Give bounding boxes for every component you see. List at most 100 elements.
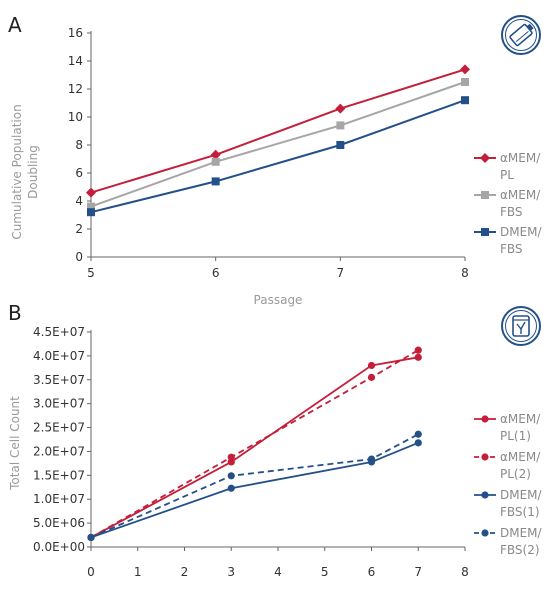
data-point-a-2: [336, 121, 345, 130]
legend-label-b: FBS(2): [500, 543, 540, 557]
x-tick-label-a: 5: [87, 266, 95, 280]
y-tick-label-b: 0.0E+00: [33, 540, 85, 554]
y-tick-label-a: 0: [75, 250, 83, 264]
legend-label-b: αMEM/: [500, 412, 541, 426]
x-tick-label-b: 2: [181, 565, 189, 579]
y-tick-label-a: 8: [75, 138, 83, 152]
y-tick-label-b: 3.5E+07: [33, 373, 85, 387]
x-tick-label-b: 8: [461, 565, 469, 579]
x-tick-label-b: 1: [134, 565, 142, 579]
panel-a-label: A: [8, 13, 22, 37]
y-tick-label-b: 4.5E+07: [33, 325, 85, 339]
legend-marker-a: [481, 228, 489, 236]
y-tick-label-b: 5.0E+06: [33, 516, 85, 530]
bioreactor-icon: [501, 15, 541, 55]
y-tick-label-a: 10: [68, 110, 83, 124]
data-point-b-4: [227, 472, 235, 480]
y-axis-label-a-line-2: Doubling: [26, 145, 40, 199]
y-tick-label-b: 2.5E+07: [33, 421, 85, 435]
series-line-a-1: [90, 68, 466, 194]
plot-area-b: [87, 346, 422, 542]
data-point-a-3: [461, 96, 469, 105]
panel-b-label: B: [8, 301, 22, 325]
x-tick-label-b: 6: [368, 565, 376, 579]
panel-a: A 0 2 4 6 8 10 12 14 16 5 6 7 8 Cumulative Populatio…: [8, 13, 543, 307]
legend-label-b: PL(1): [500, 429, 531, 443]
data-point-a-3: [336, 141, 345, 149]
y-tick-label-a: 12: [68, 82, 83, 96]
legend-label-b: FBS(1): [500, 505, 540, 519]
x-tick-label-b: 7: [414, 565, 422, 579]
y-tick-label-b: 1.0E+07: [33, 492, 85, 506]
x-tick-label-a: 6: [212, 266, 220, 280]
legend-label-b: DMEM/: [500, 526, 543, 540]
panel-b: B 0.0E+00 5.0E+06 1.0E+07 1.5E+07 2.0E+07 2.5…: [8, 301, 543, 579]
axes-a: 0 2 4 6 8 10 12 14 16 5 6 7 8: [68, 26, 469, 280]
x-tick-label-b: 3: [227, 565, 235, 579]
legend-b: αMEM/PL(1) αMEM/PL(2) DMEM/FBS(1) DMEM/FBS(…: [474, 412, 543, 557]
data-point-b-2: [227, 453, 235, 461]
series-line-a-3: [90, 99, 466, 214]
legend-label-a: αMEM/: [500, 151, 541, 165]
series-line-b-4: [90, 433, 419, 539]
y-tick-label-b: 4.0E+07: [33, 349, 85, 363]
x-axis-label-a: Passage: [254, 293, 303, 307]
data-point-a-1: [210, 149, 221, 160]
legend-label-b: DMEM/: [500, 488, 543, 502]
cell-culture-icon: [501, 306, 541, 346]
data-point-b-2: [414, 346, 422, 354]
x-tick-label-a: 7: [337, 266, 345, 280]
legend-label-b: PL(2): [500, 467, 531, 481]
data-point-b-2: [367, 373, 376, 381]
data-point-a-1: [460, 64, 470, 75]
data-point-a-1: [86, 187, 96, 198]
y-tick-label-a: 2: [75, 222, 83, 236]
y-tick-label-b: 3.0E+07: [33, 397, 85, 411]
legend-marker-a: [481, 191, 489, 199]
series-line-b-3: [90, 442, 419, 539]
y-tick-label-a: 4: [75, 194, 83, 208]
y-tick-label-a: 6: [75, 166, 83, 180]
data-point-b-3: [414, 439, 422, 447]
legend-marker-b: [481, 453, 489, 461]
legend-label-a: FBS: [500, 242, 523, 256]
series-line-b-1: [90, 356, 419, 539]
x-tick-label-b: 4: [274, 565, 282, 579]
y-tick-label-b: 1.5E+07: [33, 468, 85, 482]
y-tick-label-a: 14: [68, 54, 83, 68]
y-tick-label-a: 16: [68, 26, 83, 40]
series-line-b-2: [90, 349, 419, 539]
data-point-a-3: [211, 177, 220, 186]
legend-label-a: αMEM/: [500, 188, 541, 202]
data-point-b-4: [414, 430, 422, 438]
data-point-a-2: [461, 78, 469, 86]
x-tick-label-a: 8: [461, 266, 469, 280]
y-tick-label-b: 2.0E+07: [33, 444, 85, 458]
x-tick-label-b: 5: [321, 565, 329, 579]
legend-marker-b: [481, 491, 489, 499]
data-point-b-4: [87, 533, 95, 542]
axes-b: 0.0E+00 5.0E+06 1.0E+07 1.5E+07 2.0E+07 2.5E+…: [33, 325, 469, 579]
legend-marker-b: [481, 415, 489, 423]
x-tick-label-b: 0: [87, 565, 95, 579]
data-point-b-3: [227, 484, 235, 492]
data-point-b-4: [367, 455, 376, 463]
legend-marker-b: [481, 529, 489, 537]
y-axis-label-a-line-1: Cumulative Population: [10, 104, 24, 239]
series-line-a-2: [90, 81, 466, 208]
legend-label-a: PL: [500, 168, 514, 182]
data-point-a-3: [87, 208, 95, 217]
legend-label-a: DMEM/: [500, 225, 543, 239]
data-point-a-2: [87, 202, 95, 211]
plot-area-a: [86, 64, 470, 217]
legend-label-a: FBS: [500, 205, 523, 219]
data-point-a-2: [211, 157, 220, 166]
legend-marker-a: [480, 153, 490, 163]
data-point-b-1: [367, 361, 376, 370]
legend-a: αMEM/PL αMEM/FBS DMEM/FBS: [474, 151, 543, 256]
data-point-a-1: [335, 103, 346, 114]
data-point-b-1: [414, 353, 422, 361]
y-axis-label-b: Total Cell Count: [8, 396, 22, 491]
legend-label-b: αMEM/: [500, 450, 541, 464]
